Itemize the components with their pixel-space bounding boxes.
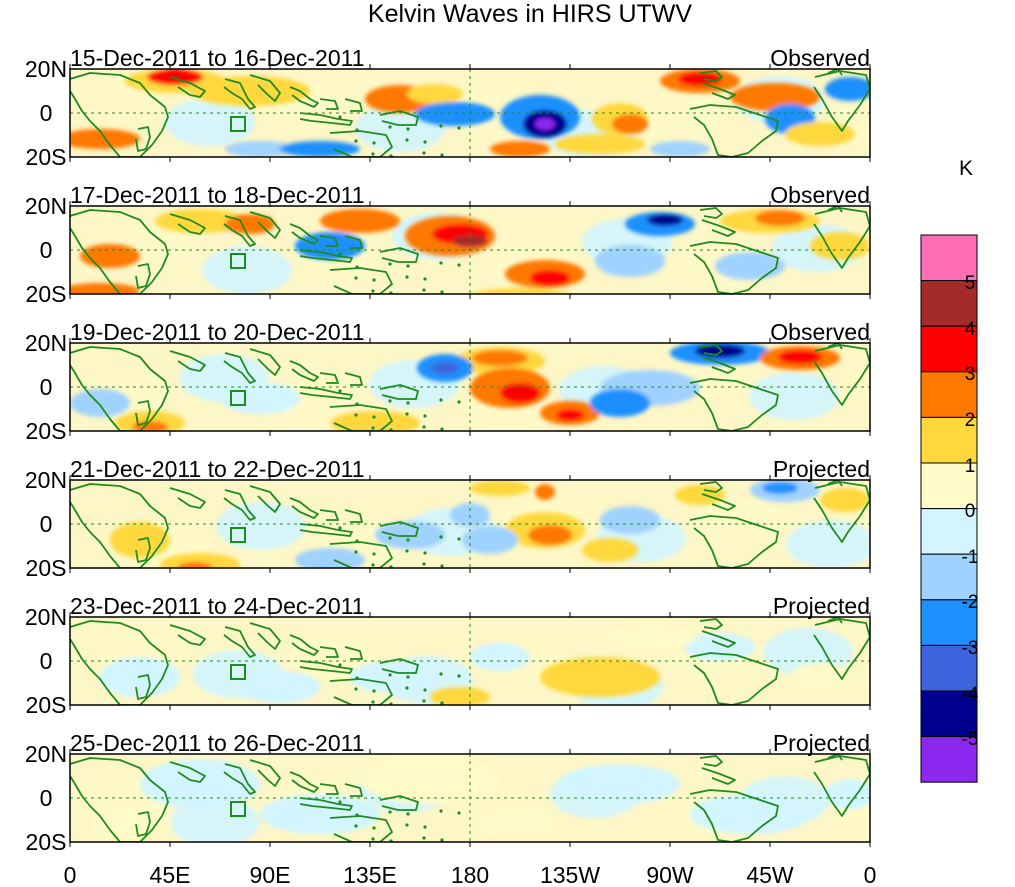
lat-label: 20N <box>25 193 67 219</box>
coastlines <box>70 617 870 705</box>
colorbar-swatch <box>920 280 978 327</box>
lat-label: 20N <box>25 467 67 493</box>
lat-label: 20N <box>25 56 67 82</box>
lon-label-135w: 135W <box>540 862 600 887</box>
panel-tag: Projected <box>773 456 870 482</box>
figure-title: Kelvin Waves in HIRS UTWV <box>368 0 692 28</box>
panel-date: 19-Dec-2011 to 20-Dec-2011 <box>70 319 365 345</box>
colorbar-label: -5 <box>962 729 979 750</box>
map-field <box>70 343 870 431</box>
lat-label: 0 <box>40 100 53 126</box>
longitude-axis: 0 45E 90E 135E 180 135W 90W 45W 0 <box>64 862 877 887</box>
panel-2: 20N 0 20S 17-Dec-2011 to 18-Dec-2011 Observe… <box>25 182 871 307</box>
colorbar-label: 0 <box>965 501 976 522</box>
lat-label: 20S <box>26 692 67 718</box>
colorbar-swatch <box>920 371 978 418</box>
colorbar-label: -4 <box>962 684 979 705</box>
colorbar-label: -1 <box>962 547 979 568</box>
map-field <box>70 480 870 568</box>
colorbar-swatch <box>920 690 978 738</box>
lon-label-0-end: 0 <box>864 862 877 887</box>
colorbar-label: 5 <box>965 273 976 294</box>
colorbar: K 5 4 3 2 1 0 -1 -2 -3 -4 -5 <box>920 157 979 783</box>
colorbar-swatch <box>920 599 978 646</box>
panel-date: 17-Dec-2011 to 18-Dec-2011 <box>70 182 365 208</box>
lon-label-180: 180 <box>451 862 489 887</box>
panel-6: 20N 0 20S 25-Dec-2011 to 26-Dec-2011 Project… <box>25 730 871 855</box>
lat-label: 20S <box>26 281 67 307</box>
lon-label-90w: 90W <box>646 862 694 887</box>
map-field <box>70 69 870 157</box>
colorbar-swatch <box>920 416 978 464</box>
lon-label-45e: 45E <box>150 862 191 887</box>
colorbar-swatch <box>920 325 978 373</box>
lat-label: 0 <box>40 511 53 537</box>
lat-label: 0 <box>40 648 53 674</box>
panel-1: 20N 0 20S 15-Dec-2011 to 16-Dec-2011 Observe… <box>25 45 871 170</box>
colorbar-label: 4 <box>965 319 976 340</box>
lon-label-90e: 90E <box>250 862 291 887</box>
colorbar-label: 1 <box>965 456 976 477</box>
colorbar-swatch <box>920 462 978 510</box>
lon-label-0: 0 <box>64 862 77 887</box>
lon-label-45w: 45W <box>746 862 794 887</box>
lat-label: 0 <box>40 785 53 811</box>
lat-label: 20S <box>26 144 67 170</box>
panel-date: 15-Dec-2011 to 16-Dec-2011 <box>70 45 365 71</box>
colorbar-label: 3 <box>965 364 976 385</box>
coastlines <box>70 480 870 568</box>
panel-tag: Observed <box>770 319 870 345</box>
map-field <box>70 206 870 294</box>
colorbar-swatches <box>920 234 978 783</box>
panel-5: 20N 0 20S 23-Dec-2011 to 24-Dec-2011 Project… <box>25 593 871 718</box>
lat-label: 20S <box>26 418 67 444</box>
colorbar-label: 2 <box>965 410 976 431</box>
lat-label: 0 <box>40 237 53 263</box>
lat-label: 20S <box>26 829 67 855</box>
map-field <box>70 754 870 842</box>
panel-date: 21-Dec-2011 to 22-Dec-2011 <box>70 456 365 482</box>
panel-tag: Projected <box>773 593 870 619</box>
lat-label: 20S <box>26 555 67 581</box>
colorbar-labels: 5 4 3 2 1 0 -1 -2 -3 -4 -5 <box>962 273 979 750</box>
panel-tag: Observed <box>770 182 870 208</box>
panel-4: 20N 0 20S 21-Dec-2011 to 22-Dec-2011 Project… <box>25 456 871 581</box>
colorbar-unit: K <box>959 157 973 180</box>
lat-label: 20N <box>25 741 67 767</box>
lat-label: 20N <box>25 330 67 356</box>
colorbar-swatch <box>920 644 978 692</box>
panel-3: 20N 0 20S 19-Dec-2011 to 20-Dec-2011 Observe… <box>25 319 871 444</box>
lat-label: 0 <box>40 374 53 400</box>
lat-label: 20N <box>25 604 67 630</box>
colorbar-swatch <box>920 508 978 555</box>
panel-tag: Projected <box>773 730 870 756</box>
colorbar-label: -3 <box>962 638 979 659</box>
panels: 20N 0 20S 15-Dec-2011 to 16-Dec-2011 Observe… <box>25 45 871 855</box>
panel-date: 23-Dec-2011 to 24-Dec-2011 <box>70 593 365 619</box>
colorbar-label: -2 <box>962 592 979 613</box>
panel-tag: Observed <box>770 45 870 71</box>
map-field <box>70 617 870 705</box>
panel-date: 25-Dec-2011 to 26-Dec-2011 <box>70 730 365 756</box>
coastlines <box>70 343 870 431</box>
lon-label-135e: 135E <box>343 862 397 887</box>
colorbar-swatch <box>920 736 978 783</box>
